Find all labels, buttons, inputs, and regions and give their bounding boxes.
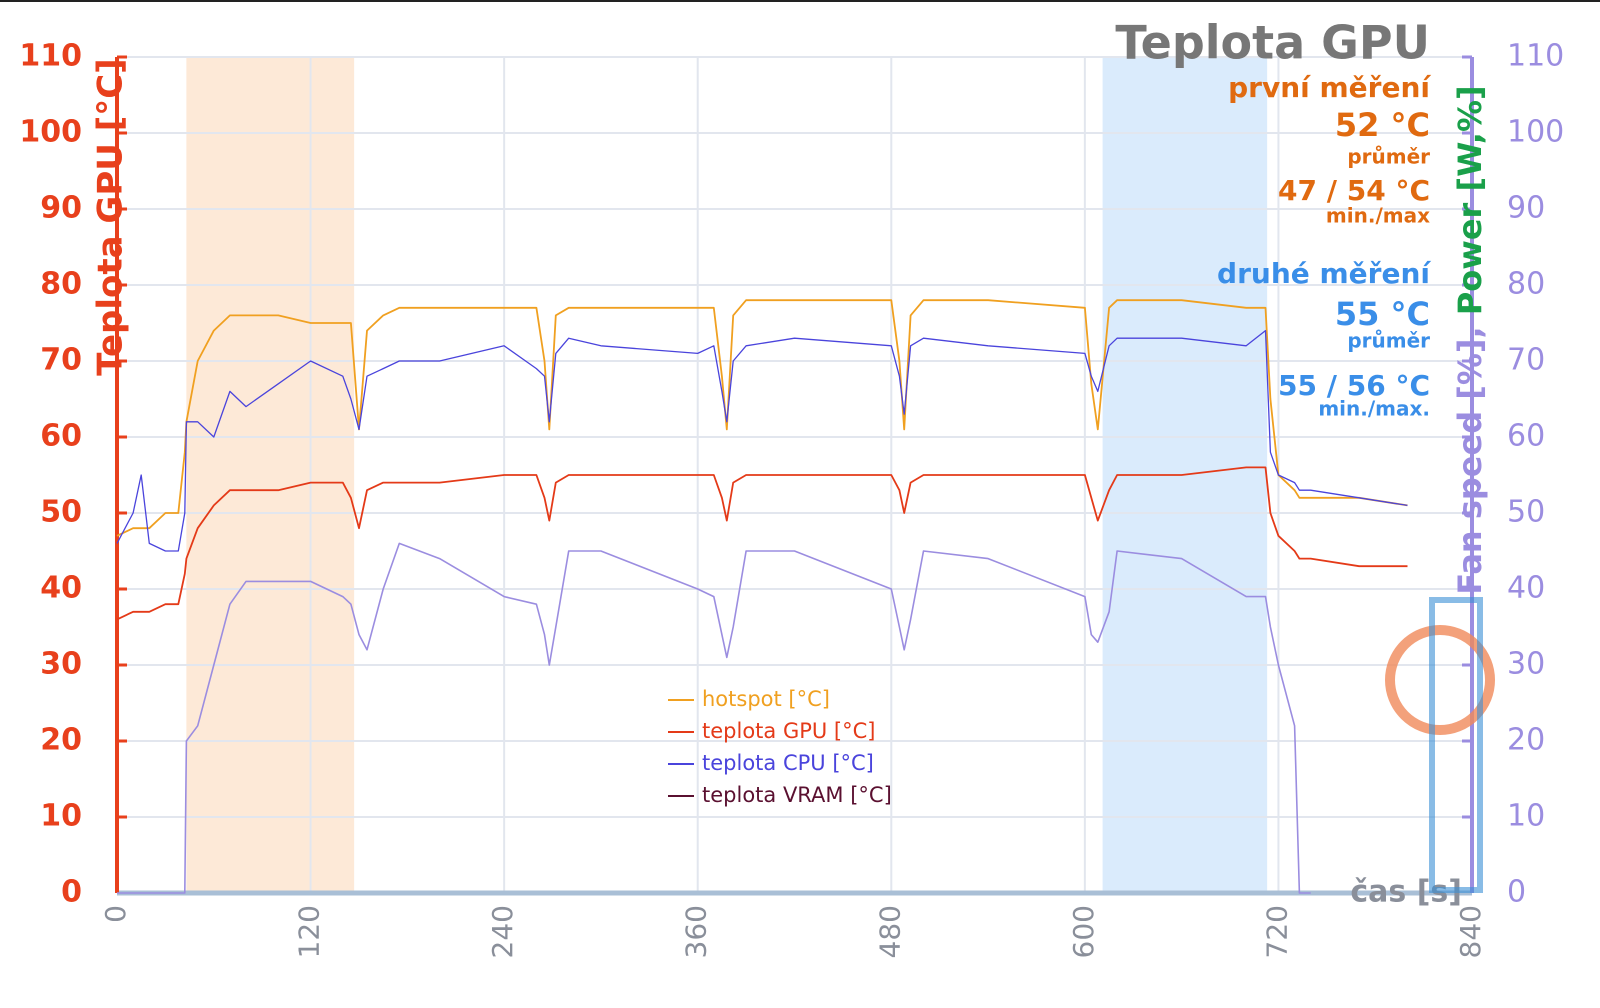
series-line <box>116 329 1408 552</box>
series-line <box>116 466 1408 621</box>
x-tick-label: 600 <box>1067 905 1100 958</box>
y2-axis-label: Fan speed [%], Power [W,%] <box>1451 85 1489 594</box>
x-tick-label: 0 <box>99 905 132 923</box>
y-tick-label: 100 <box>19 115 82 150</box>
y-axis-label: Teplota GPU [°C] <box>91 58 131 375</box>
annotation: min./max <box>1326 204 1430 228</box>
y2-tick-label: 80 <box>1507 267 1545 302</box>
y-tick-label: 110 <box>19 39 82 74</box>
y-tick-label: 20 <box>40 723 82 758</box>
legend-label: teplota CPU [°C] <box>702 751 874 775</box>
y2-axis-label-part: , <box>1451 315 1489 338</box>
y2-tick-label: 110 <box>1507 39 1564 74</box>
legend-label: teplota VRAM [°C] <box>702 783 892 807</box>
shaded-region <box>186 57 355 893</box>
annotation: druhé měření <box>1217 257 1431 290</box>
y-tick-label: 10 <box>40 799 82 834</box>
y2-tick-label: 70 <box>1507 343 1545 378</box>
y-tick-label: 0 <box>61 875 82 910</box>
annotation: 52 °C <box>1335 106 1430 144</box>
legend-label: hotspot [°C] <box>702 687 830 711</box>
series-line <box>116 299 1408 537</box>
annotation: 47 / 54 °C <box>1278 174 1430 207</box>
chart-title: Teplota GPU <box>1115 16 1430 70</box>
annotation: první měření <box>1228 71 1431 104</box>
y-tick-label: 80 <box>40 267 82 302</box>
annotation: 55 °C <box>1335 295 1430 333</box>
y2-tick-label: 90 <box>1507 191 1545 226</box>
x-tick-label: 840 <box>1454 905 1487 958</box>
x-tick-label: 240 <box>486 905 519 958</box>
annotation: 55 / 56 °C <box>1278 369 1430 402</box>
y2-tick-label: 0 <box>1507 875 1526 910</box>
y-tick-label: 30 <box>40 647 82 682</box>
y2-tick-label: 20 <box>1507 723 1545 758</box>
y-tick-label: 70 <box>40 343 82 378</box>
x-tick-label: 120 <box>293 905 326 958</box>
annotation: min./max. <box>1318 397 1430 421</box>
y2-axis-label-part: Power [W,%] <box>1451 85 1489 315</box>
y2-tick-label: 50 <box>1507 495 1545 530</box>
y2-tick-label: 10 <box>1507 799 1545 834</box>
x-tick-label: 360 <box>680 905 713 958</box>
legend-label: teplota GPU [°C] <box>702 719 875 743</box>
y-tick-label: 50 <box>40 495 82 530</box>
y2-axis-label-part: Fan speed [%] <box>1451 338 1489 594</box>
y-tick-label: 60 <box>40 419 82 454</box>
y2-tick-label: 60 <box>1507 419 1545 454</box>
y-tick-label: 40 <box>40 571 82 606</box>
fan-line <box>117 542 1311 894</box>
y-tick-label: 90 <box>40 191 82 226</box>
annotation: průměr <box>1347 145 1430 169</box>
x-tick-label: 720 <box>1260 905 1293 958</box>
y2-tick-label: 40 <box>1507 571 1545 606</box>
y2-tick-label: 100 <box>1507 115 1564 150</box>
annotation: průměr <box>1347 329 1430 353</box>
logo-bar <box>1429 597 1483 893</box>
x-tick-label: 480 <box>873 905 906 958</box>
logo-ring <box>1385 625 1495 735</box>
y2-tick-label: 30 <box>1507 647 1545 682</box>
